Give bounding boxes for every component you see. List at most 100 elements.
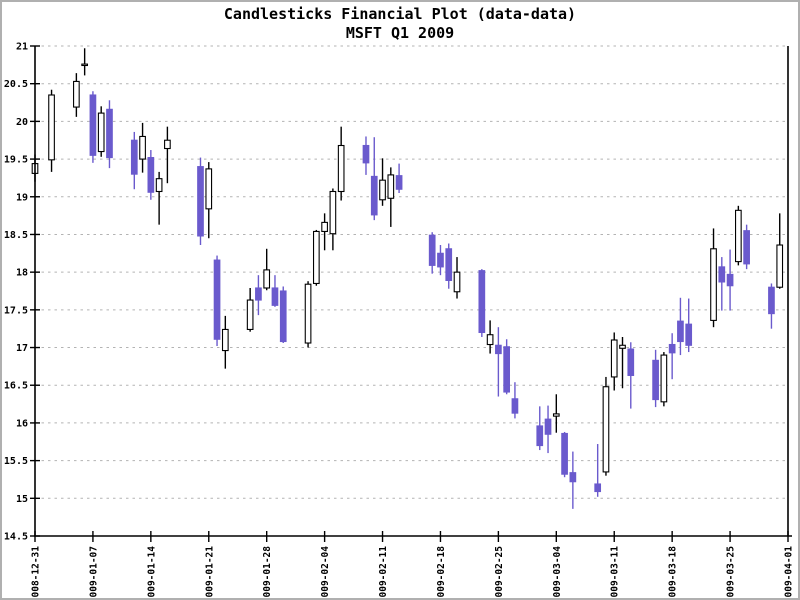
- candle-body: [776, 244, 784, 288]
- candles: [31, 48, 784, 509]
- candle-body: [48, 94, 55, 161]
- candle-body: [743, 230, 750, 265]
- candle-2009-01-12: [130, 131, 138, 190]
- candle-body: [81, 63, 88, 67]
- candle-body: [337, 144, 345, 193]
- candle-2009-03-31: [776, 213, 784, 289]
- candle-body: [726, 273, 734, 287]
- candle-body: [387, 174, 395, 199]
- candle-body: [536, 425, 544, 447]
- candle-body: [321, 221, 328, 232]
- candle-2009-02-20: [453, 257, 461, 299]
- gridlines: [35, 45, 788, 499]
- candle-body: [164, 139, 171, 150]
- chart-title: Candlesticks Financial Plot (data-data): [223, 5, 577, 23]
- candle-body: [89, 94, 97, 156]
- candle-body: [97, 112, 105, 153]
- candle-2009-02-18: [437, 245, 444, 276]
- candle-body: [147, 157, 155, 193]
- y-tick-label: 20.5: [4, 79, 28, 90]
- x-tick-label: 2009-02-25: [494, 546, 505, 600]
- y-tick-label: 20: [16, 117, 28, 128]
- y-tick-label: 16: [16, 418, 28, 429]
- candle-2009-01-02: [48, 89, 55, 172]
- x-tick-label: 2009-03-04: [552, 546, 563, 600]
- candle-body: [627, 348, 635, 376]
- candle-2009-02-24: [486, 320, 494, 354]
- candle-body: [652, 359, 659, 401]
- candle-2009-03-26: [735, 205, 742, 266]
- y-tick-label: 15: [16, 494, 28, 505]
- candle-2009-01-29: [271, 275, 279, 307]
- candle-2009-03-23: [710, 228, 717, 328]
- candle-2009-02-06: [337, 126, 345, 201]
- candle-body: [362, 144, 370, 164]
- candle-body: [503, 346, 511, 393]
- candle-body: [428, 234, 436, 266]
- candle-2009-01-14: [147, 150, 155, 200]
- candle-body: [561, 432, 568, 475]
- candle-2009-01-16: [164, 126, 171, 184]
- y-tick-label: 18: [16, 268, 28, 279]
- candle-2009-01-06: [81, 48, 88, 76]
- candle-body: [544, 418, 552, 435]
- candle-2009-01-20: [197, 157, 204, 246]
- candle-body: [139, 135, 146, 160]
- candle-2009-03-30: [768, 283, 775, 329]
- x-tick-label: 2009-03-25: [726, 546, 737, 600]
- candle-2009-02-12: [387, 167, 395, 227]
- candle-2009-01-28: [263, 248, 271, 291]
- candle-2009-03-09: [594, 444, 602, 497]
- y-tick-label: 19: [16, 192, 28, 203]
- candle-2009-02-23: [478, 269, 486, 337]
- candle-2009-02-17: [428, 232, 436, 274]
- x-axis-labels: 2008-12-31 2009-01-07 2009-01-14 2009-01-21…: [31, 531, 795, 600]
- candle-2009-01-26: [246, 287, 254, 332]
- y-tick-label: 18.5: [4, 230, 28, 241]
- candle-2009-02-11: [379, 158, 386, 206]
- candle-body: [370, 175, 378, 216]
- candle-body: [718, 266, 726, 283]
- candle-2009-03-19: [677, 297, 684, 356]
- x-tick-label: 2009-02-04: [320, 546, 331, 600]
- candle-body: [395, 175, 403, 190]
- candle-body: [677, 320, 684, 343]
- x-tick-label: 2009-02-11: [378, 546, 389, 600]
- candle-body: [660, 354, 668, 403]
- candle-body: [685, 323, 693, 346]
- candle-body: [246, 299, 254, 330]
- candle-2009-01-08: [97, 106, 105, 157]
- candle-body: [445, 248, 453, 281]
- y-tick-label: 19.5: [4, 155, 28, 166]
- axes: [34, 46, 792, 537]
- y-tick-label: 17.5: [4, 305, 28, 316]
- candle-body: [478, 270, 486, 334]
- candle-2009-01-13: [139, 122, 146, 173]
- candle-2009-02-04: [321, 213, 328, 251]
- candle-2009-03-11: [610, 332, 618, 391]
- x-tick-label: 2009-04-01: [784, 546, 795, 600]
- candle-body: [735, 209, 742, 263]
- candle-body: [379, 179, 386, 201]
- candle-2009-02-27: [511, 382, 519, 419]
- y-tick-label: 14.5: [4, 532, 28, 543]
- candle-body: [453, 271, 461, 293]
- candle-body: [486, 334, 494, 346]
- candle-body: [106, 108, 113, 159]
- y-tick-label: 15.5: [4, 456, 28, 467]
- candle-2009-01-05: [73, 73, 80, 117]
- candle-body: [197, 166, 204, 237]
- candle-body: [610, 339, 618, 378]
- x-tick-label: 2009-03-18: [668, 546, 679, 600]
- candle-2009-01-09: [106, 100, 113, 169]
- x-tick-label: 2008-12-31: [31, 546, 42, 600]
- candle-body: [271, 287, 279, 306]
- x-tick-label: 2009-03-11: [610, 546, 621, 600]
- candle-2009-01-22: [213, 255, 221, 347]
- candle-body: [569, 472, 577, 483]
- candle-2009-02-05: [329, 188, 337, 251]
- candle-2009-03-10: [602, 376, 610, 476]
- candle-2009-02-09: [362, 136, 370, 175]
- candle-2009-03-24: [718, 257, 726, 311]
